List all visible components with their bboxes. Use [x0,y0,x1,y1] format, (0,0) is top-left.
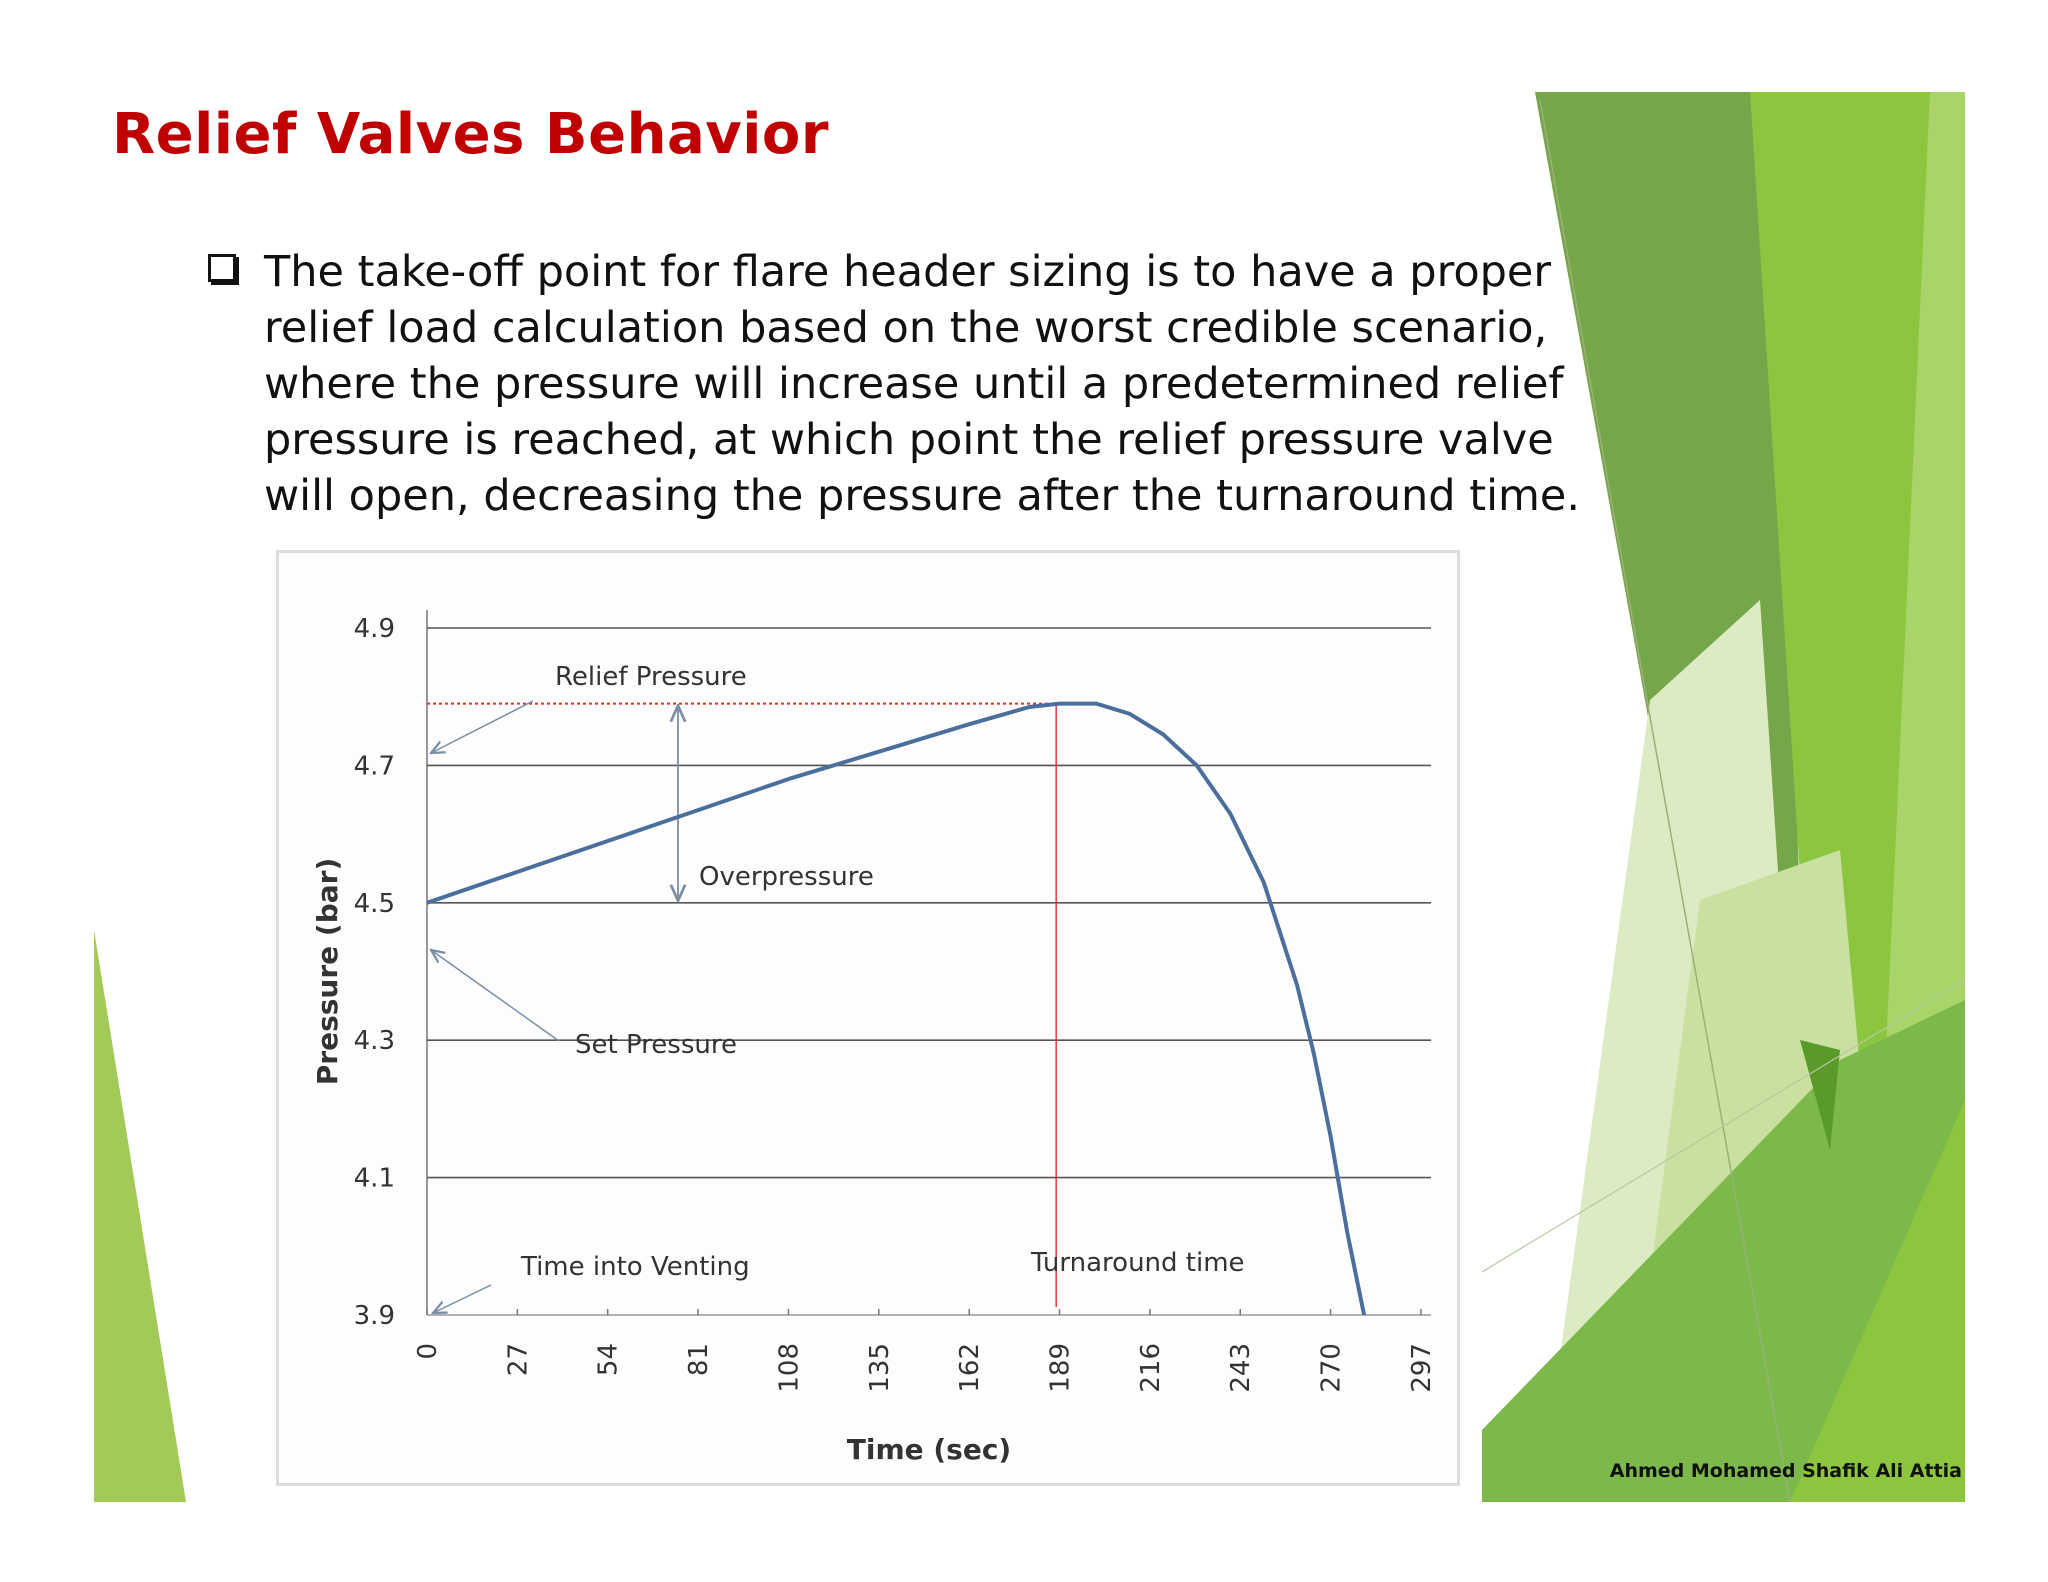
annotation-overpressure: Overpressure [699,862,874,892]
checkbox-bullet-icon [208,254,236,282]
decor-bottom-wedge-2 [1790,1100,1965,1502]
decor-thin-line-1 [1539,99,1791,1503]
page-title: Relief Valves Behavior [112,102,830,167]
x-tick-label: 54 [594,1343,624,1376]
x-tick-label: 297 [1407,1343,1437,1393]
annotation-set-pressure: Set Pressure [575,1030,737,1060]
decor-bottom-wedge [1482,1000,1965,1502]
x-tick-label: 108 [774,1343,804,1393]
x-tick-label: 0 [413,1343,443,1360]
bullet-text: The take-off point for flare header sizi… [264,247,1581,521]
y-axis-title: Pressure (bar) [311,858,344,1085]
y-tick-label: 4.9 [354,614,395,644]
x-tick-label: 270 [1317,1343,1347,1393]
x-tick-label: 243 [1226,1343,1256,1393]
x-tick-label: 162 [955,1343,985,1393]
venting-callout-arrow [433,1284,492,1313]
annotation-time-into-venting: Time into Venting [520,1252,750,1282]
x-tick-label: 27 [503,1343,533,1376]
x-tick-label: 135 [865,1343,895,1393]
chart-frame: 4.9 4.7 4.5 4.3 4.1 3.9 0 27 54 81 108 135 162 189 216… [276,550,1460,1486]
annotation-turnaround-time: Turnaround time [1030,1248,1245,1278]
decor-thin-line-2 [1481,979,1966,1273]
decor-left-triangle [94,930,186,1502]
bullet-item: The take-off point for flare header sizi… [208,244,1588,524]
x-axis-title: Time (sec) [847,1433,1011,1466]
relief-callout-arrow [431,700,534,753]
y-tick-label: 4.7 [354,751,395,781]
pressure-curve [426,701,1367,1316]
y-tick-label: 3.9 [354,1301,395,1331]
y-tick-label: 4.3 [354,1026,395,1056]
set-callout-arrow [431,950,560,1042]
y-tick-label: 4.5 [354,889,395,919]
decor-accent [1800,1040,1840,1150]
y-tick-label: 4.1 [354,1164,395,1194]
x-tick-label: 216 [1136,1343,1166,1393]
annotation-relief-pressure: Relief Pressure [555,662,747,692]
x-tick-label: 81 [684,1343,714,1376]
pressure-time-chart: 4.9 4.7 4.5 4.3 4.1 3.9 0 27 54 81 108 135 162 189 216… [311,610,1437,1466]
author-credit: Ahmed Mohamed Shafik Ali Attia [1609,1460,1962,1482]
x-tick-label: 189 [1046,1343,1076,1393]
